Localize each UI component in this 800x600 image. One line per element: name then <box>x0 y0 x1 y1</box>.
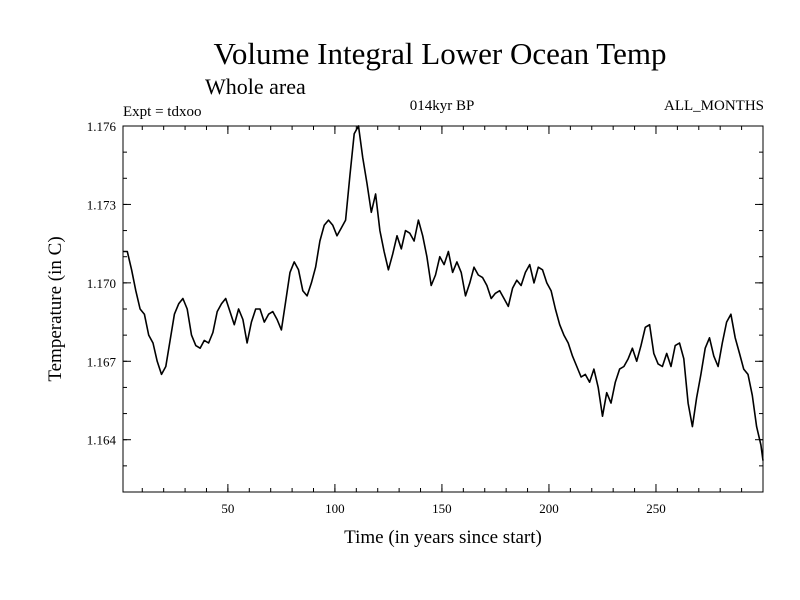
x-tick-label: 50 <box>221 501 234 516</box>
x-tick-label: 250 <box>646 501 666 516</box>
axis-ticks <box>123 125 764 493</box>
x-tick-labels: 50 100 150 200 250 <box>221 501 665 516</box>
chart-subtitle: Whole area <box>205 74 306 99</box>
temperature-series-line <box>123 125 764 461</box>
y-axis-label: Temperature (in C) <box>45 236 66 381</box>
x-axis-label: Time (in years since start) <box>344 527 542 548</box>
period-label: 014kyr BP <box>410 98 475 114</box>
y-tick-label: 1.164 <box>87 433 117 448</box>
y-tick-label: 1.167 <box>87 354 117 369</box>
chart-title: Volume Integral Lower Ocean Temp <box>214 36 667 71</box>
x-tick-label: 100 <box>325 501 345 516</box>
months-label: ALL_MONTHS <box>664 98 764 114</box>
y-tick-labels: 1.164 1.167 1.170 1.173 1.176 <box>87 119 117 448</box>
x-tick-label: 150 <box>432 501 452 516</box>
y-tick-label: 1.176 <box>87 119 117 134</box>
y-tick-label: 1.170 <box>87 276 116 291</box>
x-tick-label: 200 <box>539 501 559 516</box>
experiment-label: Expt = tdxoo <box>123 104 201 120</box>
y-tick-label: 1.173 <box>87 197 116 212</box>
